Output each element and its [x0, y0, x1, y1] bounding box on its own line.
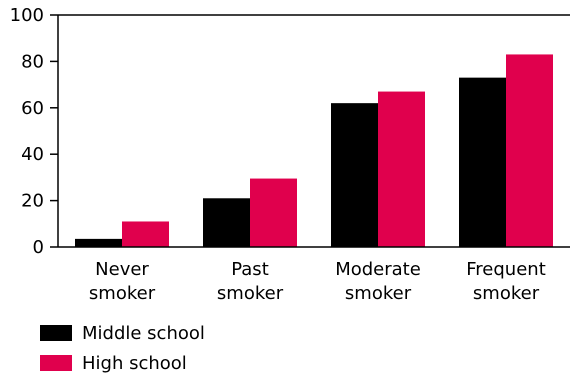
category-label-0-1: smoker [89, 283, 156, 304]
legend-swatch-high-school [40, 355, 72, 371]
bar-high-school-1 [250, 178, 297, 247]
y-tick-label-60: 60 [21, 98, 44, 119]
plot-area: 0 20 40 60 80 100 Never smoker Past smoker Moderat… [10, 5, 570, 304]
bar-middle-school-1 [203, 198, 250, 247]
category-label-1-1: smoker [217, 283, 284, 304]
legend-item-high-school: High school [40, 348, 205, 378]
legend-swatch-middle-school [40, 325, 72, 341]
category-label-2-0: Moderate [335, 259, 421, 280]
y-tick-label-20: 20 [21, 191, 44, 212]
y-tick-label-100: 100 [10, 5, 44, 26]
bar-middle-school-3 [459, 77, 506, 247]
y-tick-label-40: 40 [21, 144, 44, 165]
category-label-3-0: Frequent [466, 259, 546, 280]
y-tick-label-0: 0 [33, 237, 44, 258]
bar-high-school-2 [378, 91, 425, 247]
category-label-3-1: smoker [473, 283, 540, 304]
bar-high-school-3 [506, 54, 553, 247]
legend-item-middle-school: Middle school [40, 318, 205, 348]
bar-middle-school-2 [331, 103, 378, 247]
bar-middle-school-0 [75, 238, 122, 247]
legend-label-middle-school: Middle school [82, 322, 205, 344]
category-label-0-0: Never [95, 259, 149, 280]
legend-label-high-school: High school [82, 352, 187, 374]
bar-chart: 0 20 40 60 80 100 Never smoker Past smoker Moderat… [10, 5, 570, 304]
y-tick-label-80: 80 [21, 51, 44, 72]
category-label-2-1: smoker [345, 283, 412, 304]
bar-high-school-0 [122, 221, 169, 247]
legend: Middle school High school [40, 318, 205, 378]
category-label-1-0: Past [231, 259, 269, 280]
